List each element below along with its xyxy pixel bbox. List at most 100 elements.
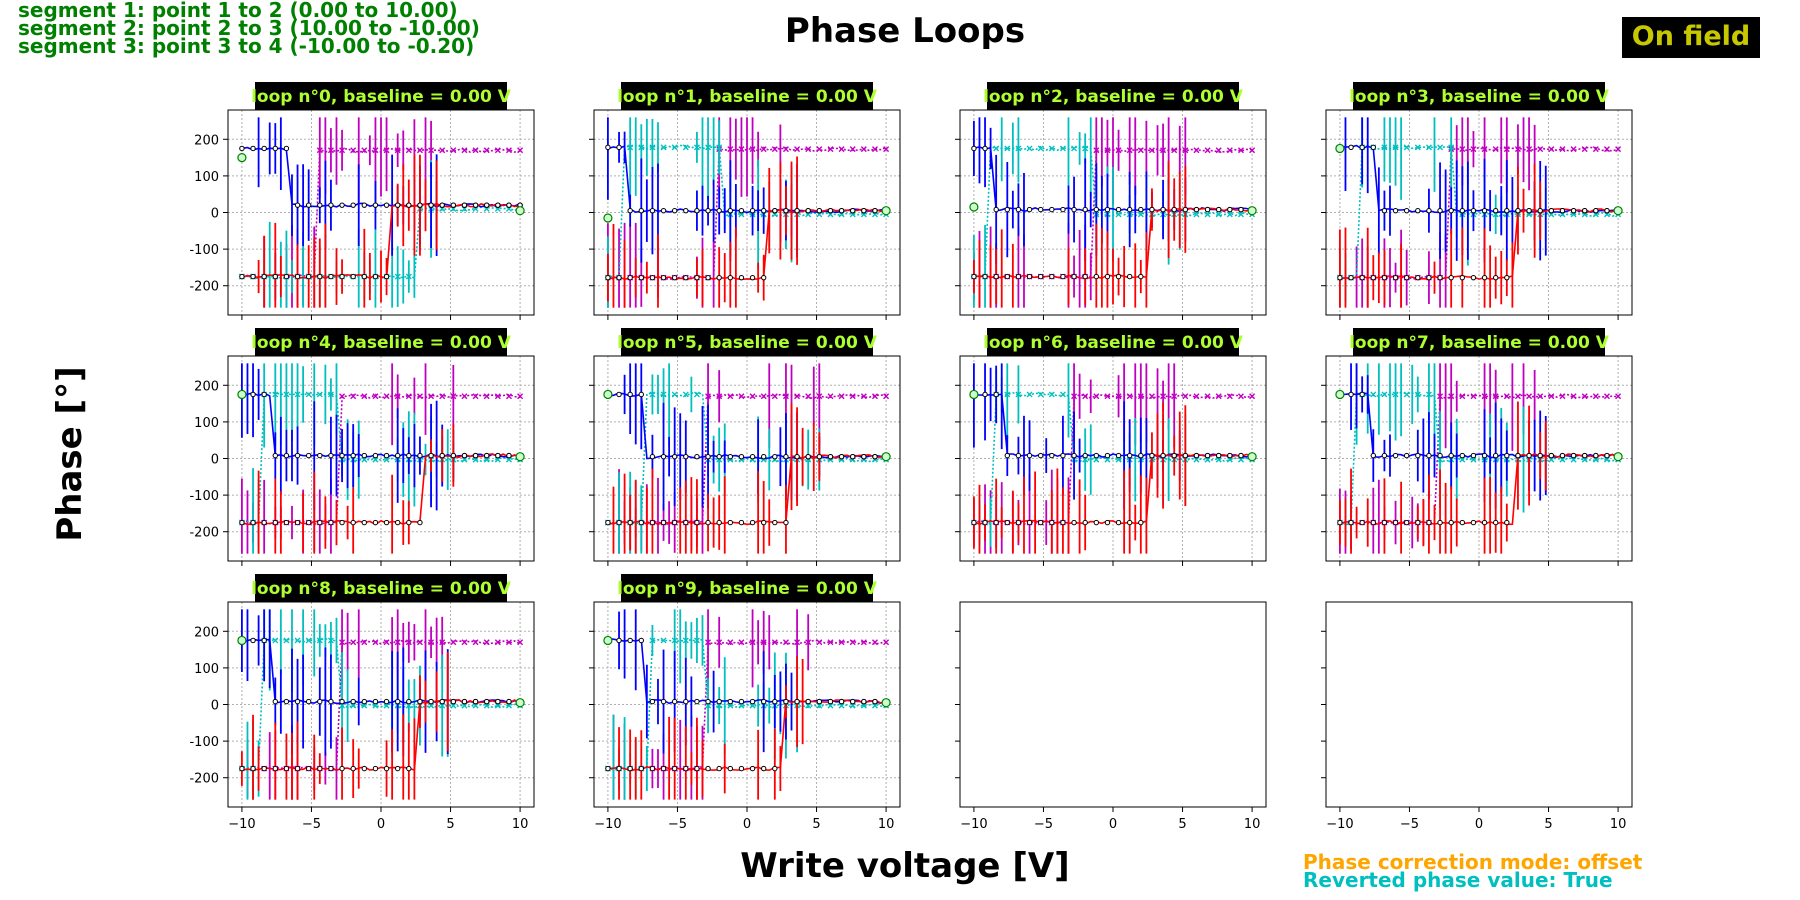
data-point bbox=[350, 273, 356, 280]
end-point bbox=[881, 452, 891, 462]
data-point bbox=[283, 145, 290, 152]
series-on-field-down bbox=[239, 363, 523, 511]
data-point bbox=[883, 393, 890, 400]
data-point bbox=[1138, 452, 1144, 459]
y-tick-label: 0 bbox=[211, 453, 219, 468]
end-point bbox=[515, 698, 525, 708]
series-on-field-up bbox=[239, 424, 523, 554]
data-point bbox=[683, 453, 689, 460]
data-point bbox=[416, 147, 423, 154]
data-point bbox=[372, 765, 379, 772]
data-point bbox=[1348, 144, 1354, 151]
start-point bbox=[1335, 389, 1345, 400]
data-point bbox=[316, 147, 323, 154]
data-point bbox=[1082, 519, 1088, 526]
data-point bbox=[1049, 452, 1055, 459]
data-point bbox=[1548, 452, 1555, 459]
data-point bbox=[394, 273, 401, 280]
data-point bbox=[1548, 146, 1555, 153]
data-point bbox=[638, 391, 644, 398]
data-point bbox=[1582, 207, 1588, 214]
data-point bbox=[461, 452, 468, 459]
data-point bbox=[1071, 393, 1078, 400]
y-tick-label: -200 bbox=[189, 772, 219, 787]
data-point bbox=[1526, 146, 1533, 153]
y-tick-label: 100 bbox=[194, 416, 219, 431]
data-point bbox=[671, 765, 678, 772]
data-point bbox=[872, 207, 878, 214]
data-point bbox=[361, 452, 368, 459]
data-point bbox=[372, 273, 379, 280]
data-point bbox=[749, 207, 756, 214]
data-point bbox=[272, 145, 278, 152]
data-point bbox=[1126, 393, 1133, 400]
x-tick-label: −10 bbox=[228, 817, 255, 832]
data-point bbox=[1426, 452, 1432, 459]
data-point bbox=[1514, 146, 1521, 153]
data-point bbox=[394, 765, 401, 772]
data-point bbox=[716, 274, 722, 281]
data-point bbox=[838, 393, 845, 400]
data-point bbox=[1015, 452, 1022, 459]
data-point bbox=[239, 273, 245, 280]
data-point bbox=[705, 207, 711, 214]
data-point bbox=[1182, 393, 1189, 400]
data-point bbox=[671, 453, 678, 460]
data-point bbox=[716, 639, 723, 646]
data-point bbox=[361, 147, 368, 154]
panel-6: loop n°6, baseline = 0.00 V bbox=[955, 328, 1267, 566]
data-point bbox=[1526, 207, 1532, 214]
data-point bbox=[1238, 452, 1244, 459]
data-point bbox=[339, 452, 345, 459]
data-point bbox=[682, 144, 689, 151]
data-point bbox=[417, 202, 423, 208]
data-point bbox=[1470, 207, 1477, 214]
data-point bbox=[682, 391, 689, 398]
data-point bbox=[1603, 456, 1610, 463]
data-point bbox=[484, 698, 490, 705]
data-point bbox=[871, 146, 878, 153]
data-point bbox=[317, 273, 323, 280]
data-point bbox=[727, 146, 734, 153]
end-point bbox=[515, 206, 525, 216]
data-point bbox=[372, 702, 379, 709]
data-point bbox=[1537, 207, 1543, 214]
data-point bbox=[1481, 519, 1488, 526]
data-point bbox=[1592, 146, 1599, 153]
data-point bbox=[660, 765, 667, 772]
start-point bbox=[237, 389, 247, 400]
data-point bbox=[1160, 147, 1167, 154]
data-point bbox=[727, 274, 734, 281]
data-point bbox=[495, 452, 501, 459]
data-point bbox=[383, 456, 390, 463]
loop-title-bg bbox=[1353, 82, 1605, 110]
x-tick-label: −10 bbox=[1326, 817, 1353, 832]
data-point bbox=[383, 273, 390, 280]
data-point bbox=[638, 274, 644, 281]
data-point bbox=[1037, 206, 1044, 213]
data-point bbox=[383, 639, 390, 646]
data-point bbox=[638, 519, 644, 526]
y-tick-label: 0 bbox=[211, 207, 219, 222]
data-point bbox=[993, 519, 999, 526]
data-point bbox=[1403, 207, 1410, 214]
data-point bbox=[838, 146, 845, 153]
data-point bbox=[993, 391, 999, 398]
data-point bbox=[1592, 456, 1599, 463]
data-point bbox=[1215, 393, 1222, 400]
data-point bbox=[1149, 206, 1155, 213]
data-point bbox=[749, 698, 756, 705]
data-point bbox=[406, 765, 412, 772]
data-point bbox=[250, 391, 256, 398]
data-point bbox=[361, 273, 368, 280]
loop-title: loop n°5, baseline = 0.00 V bbox=[617, 333, 878, 353]
series-on-field-up bbox=[971, 161, 1255, 308]
loop-title: loop n°1, baseline = 0.00 V bbox=[617, 87, 878, 107]
start-point bbox=[237, 635, 247, 646]
data-point bbox=[405, 702, 412, 709]
data-point bbox=[827, 207, 834, 214]
data-point bbox=[361, 765, 368, 772]
data-point bbox=[1204, 456, 1211, 463]
data-point bbox=[350, 702, 357, 709]
data-point bbox=[1238, 206, 1244, 213]
